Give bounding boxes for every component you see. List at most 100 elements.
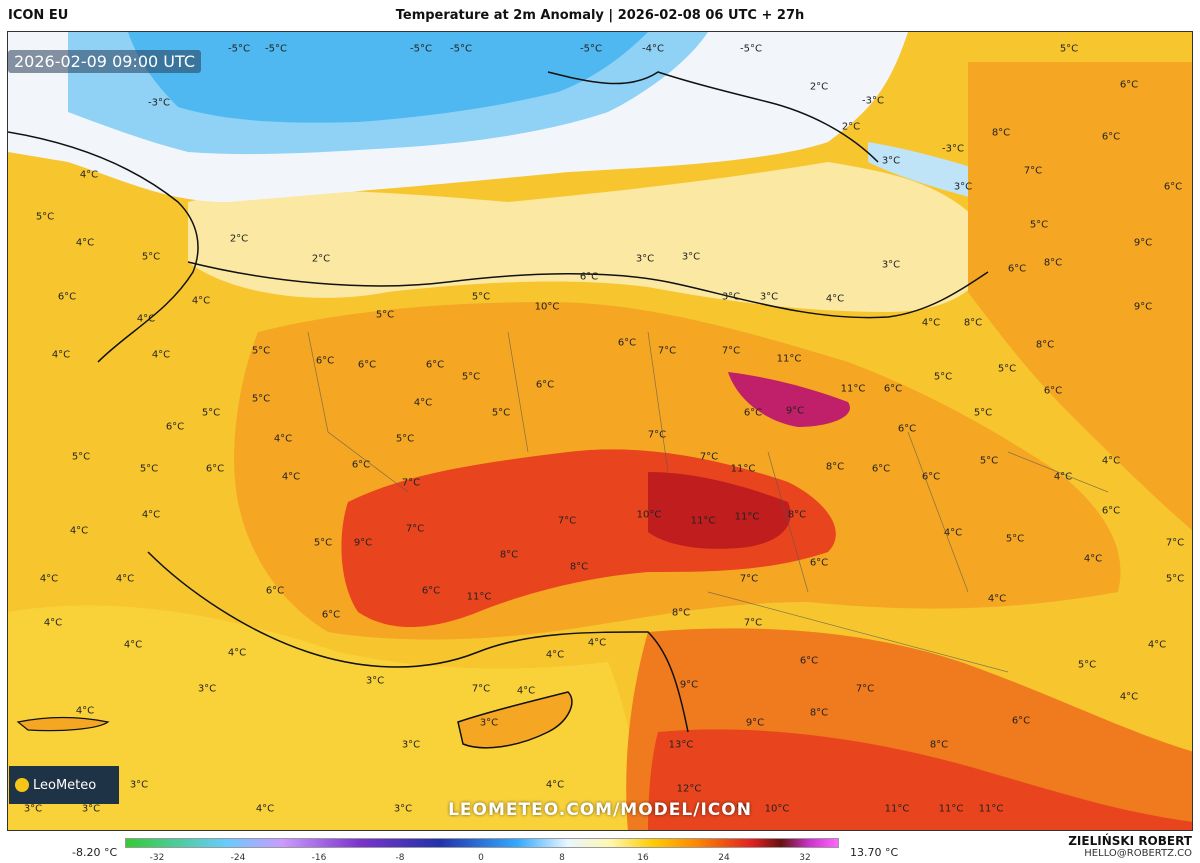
temperature-label: 4°C (943, 527, 963, 539)
temperature-label: 6°C (617, 337, 637, 349)
temperature-label: 8°C (809, 707, 829, 719)
temperature-label: 5°C (35, 211, 55, 223)
temperature-label: 6°C (315, 355, 335, 367)
temperature-label: 4°C (141, 509, 161, 521)
temperature-label: 3°C (635, 253, 655, 265)
legend-min-value: -8.20 °C (72, 846, 118, 859)
temperature-label: 6°C (1101, 131, 1121, 143)
temperature-label: 3°C (23, 803, 43, 815)
sun-icon (15, 778, 29, 792)
temperature-label: 3°C (479, 717, 499, 729)
author-email: HELLO@ROBERTZ.CO (1084, 848, 1192, 859)
legend-tick-label: 0 (478, 853, 484, 863)
legend-tick-label: 24 (718, 853, 730, 863)
temperature-label: 9°C (679, 679, 699, 691)
logo-text: LeoMeteo (33, 777, 97, 793)
temperature-label: 5°C (141, 251, 161, 263)
temperature-label: 3°C (81, 803, 101, 815)
temperature-label: 7°C (699, 451, 719, 463)
temperature-label: 6°C (165, 421, 185, 433)
temperature-label: 7°C (1023, 165, 1043, 177)
temperature-label: 11°C (730, 463, 756, 475)
temperature-label: 2°C (229, 233, 249, 245)
coastline-turkey-north (187, 261, 989, 319)
temperature-label: 4°C (281, 471, 301, 483)
temperature-label: 5°C (1059, 43, 1079, 55)
temperature-label: 3°C (953, 181, 973, 193)
temperature-label: 6°C (205, 463, 225, 475)
temperature-label: 3°C (365, 675, 385, 687)
temperature-label: 8°C (825, 461, 845, 473)
temperature-label: 6°C (883, 383, 903, 395)
temperature-label: 2°C (809, 81, 829, 93)
temperature-label: 4°C (75, 237, 95, 249)
temperature-label: 5°C (933, 371, 953, 383)
temperature-label: 7°C (405, 523, 425, 535)
temperature-label: 6°C (1163, 181, 1183, 193)
leometeo-logo[interactable]: LeoMeteo (9, 766, 119, 804)
temperature-label: 3°C (393, 803, 413, 815)
temperature-label: 5°C (997, 363, 1017, 375)
temperature-label: 4°C (123, 639, 143, 651)
valid-time-badge: 2026-02-09 09:00 UTC (8, 50, 201, 73)
temperature-label: 6°C (897, 423, 917, 435)
temperature-label: 13°C (668, 739, 694, 751)
temperature-label: 6°C (743, 407, 763, 419)
map-title: Temperature at 2m Anomaly | 2026-02-08 0… (395, 8, 805, 23)
temperature-label: 10°C (764, 803, 790, 815)
temperature-label: 4°C (79, 169, 99, 181)
temperature-label: 7°C (401, 477, 421, 489)
temperature-label: 6°C (871, 463, 891, 475)
anatolia-deep-red (648, 472, 791, 549)
temperature-label: 11°C (938, 803, 964, 815)
temperature-label: 1°C (729, 803, 749, 815)
temperature-label: 4°C (191, 295, 211, 307)
temperature-label: 6°C (321, 609, 341, 621)
temperature-label: 5°C (71, 451, 91, 463)
temperature-label: 11°C (734, 511, 760, 523)
temperature-label: -5°C (450, 43, 472, 55)
temperature-label: 11°C (466, 591, 492, 603)
color-scale-bar (125, 838, 839, 848)
temperature-label: 5°C (979, 455, 999, 467)
temperature-label: 5°C (201, 407, 221, 419)
temperature-label: 11°C (690, 515, 716, 527)
temperature-label: 4°C (587, 637, 607, 649)
temperature-label: 5°C (395, 433, 415, 445)
temperature-label: 4°C (151, 349, 171, 361)
temperature-label: 6°C (1011, 715, 1031, 727)
legend-tick-label: -8 (395, 853, 405, 863)
coastline-crimea (547, 71, 879, 163)
temperature-label: 10°C (534, 301, 560, 313)
temperature-label: 3°C (721, 291, 741, 303)
temperature-label: 4°C (413, 397, 433, 409)
temperature-label: 6°C (809, 557, 829, 569)
temperature-label: 4°C (1053, 471, 1073, 483)
temperature-label: 5°C (1005, 533, 1025, 545)
legend-tick-label: 32 (799, 853, 811, 863)
author-name: ZIELIŃSKI ROBERT (1068, 834, 1192, 848)
temperature-label: 5°C (491, 407, 511, 419)
map-area[interactable]: -5°C -5°C -5°C -5°C -5°C -4°C -5°C 5°C -3°C 2°C 6°… (7, 31, 1193, 831)
temperature-label: -5°C (580, 43, 602, 55)
temperature-label: 5°C (1029, 219, 1049, 231)
cyprus-island (457, 691, 573, 749)
temperature-label: -3°C (862, 95, 884, 107)
temperature-label: 9°C (785, 405, 805, 417)
temperature-label: 8°C (1043, 257, 1063, 269)
temperature-label: 5°C (1165, 573, 1185, 585)
top-bar: ICON EU Temperature at 2m Anomaly | 2026… (0, 0, 1200, 30)
temperature-label: -5°C (228, 43, 250, 55)
temperature-label: 5°C (313, 537, 333, 549)
temperature-label: 3°C (881, 259, 901, 271)
temperature-label: 7°C (647, 429, 667, 441)
legend-tick-label: -32 (149, 853, 165, 863)
temperature-label: 6°C (265, 585, 285, 597)
temperature-label: -5°C (740, 43, 762, 55)
temperature-label: 9°C (1133, 301, 1153, 313)
temperature-label: 6°C (921, 471, 941, 483)
temperature-label: 6°C (1119, 79, 1139, 91)
temperature-label: 4°C (51, 349, 71, 361)
temperature-label: -3°C (148, 97, 170, 109)
temperature-label: 4°C (115, 573, 135, 585)
